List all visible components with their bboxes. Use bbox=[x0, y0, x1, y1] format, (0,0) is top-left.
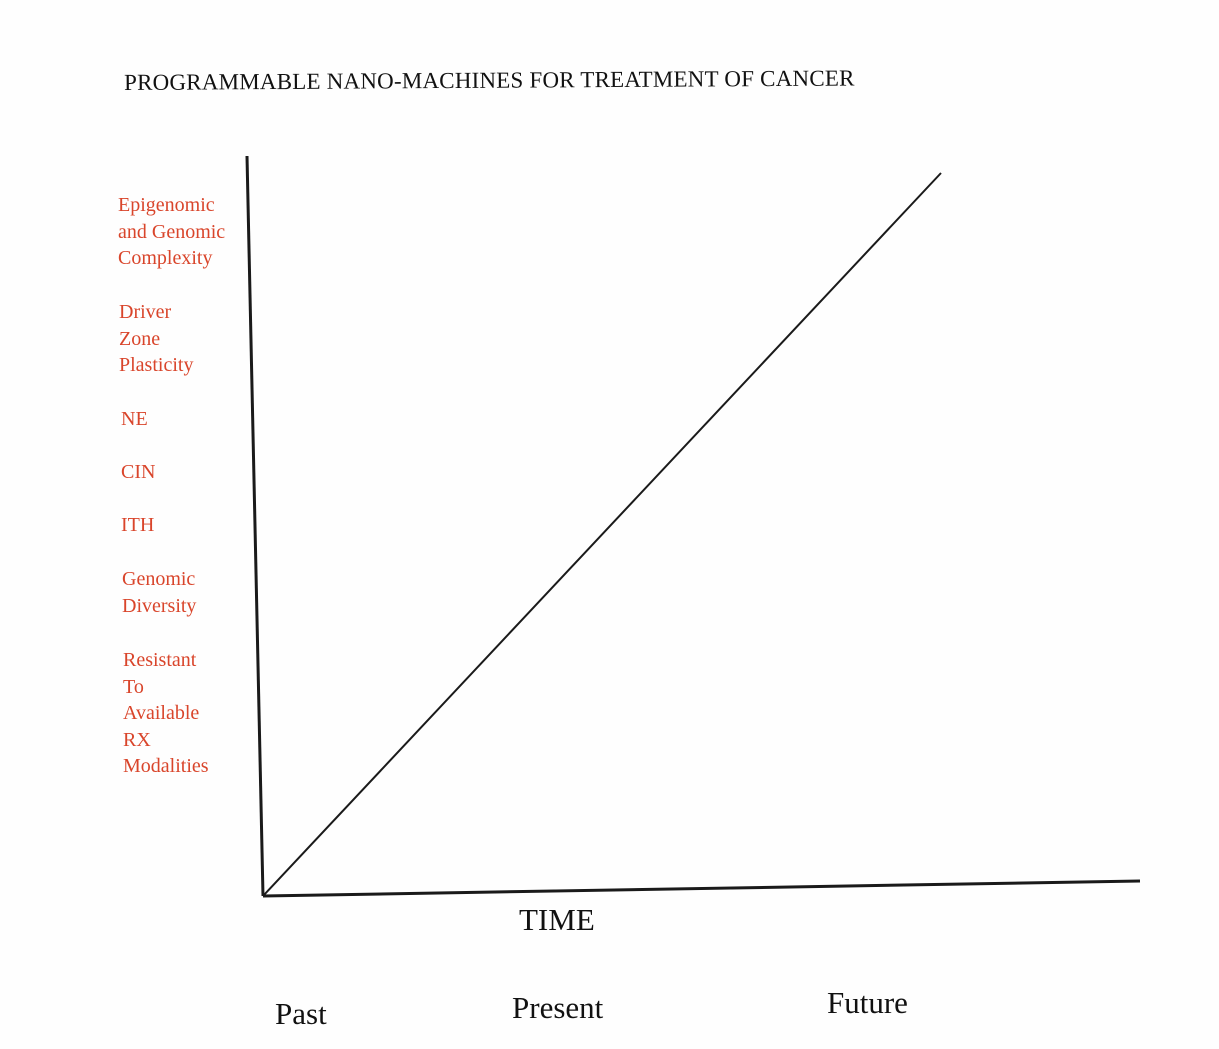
y-label-line: Complexity bbox=[118, 247, 213, 269]
trend-line bbox=[262, 172, 942, 897]
y-label-line: Resistant bbox=[123, 649, 197, 671]
x-tick-label-present: Present bbox=[512, 990, 604, 1025]
y-label-resistant: Resistant To Available RX Modalities bbox=[123, 647, 209, 780]
y-label-line: Available bbox=[123, 702, 200, 724]
y-label-genomic-diversity: Genomic Diversity bbox=[122, 566, 196, 619]
y-label-line: To bbox=[123, 675, 144, 698]
y-label-line: ITH bbox=[121, 514, 155, 536]
y-label-line: CIN bbox=[121, 461, 156, 483]
y-label-driver-zone: Driver Zone Plasticity bbox=[119, 299, 193, 379]
y-label-line: RX bbox=[123, 728, 151, 751]
y-label-line: Plasticity bbox=[119, 354, 194, 376]
y-label-cin: CIN bbox=[121, 459, 155, 486]
x-axis bbox=[262, 879, 1141, 898]
y-axis bbox=[245, 155, 265, 897]
y-label-ne: NE bbox=[121, 406, 148, 433]
y-label-epigenomic: Epigenomic and Genomic Complexity bbox=[118, 192, 225, 272]
y-label-ith: ITH bbox=[121, 512, 154, 539]
x-axis-label: TIME bbox=[519, 902, 595, 937]
y-label-line: Genomic bbox=[122, 568, 196, 590]
y-label-line: Modalities bbox=[123, 755, 209, 777]
y-label-line: NE bbox=[121, 408, 148, 430]
y-label-line: Zone bbox=[119, 327, 161, 350]
x-tick-label-past: Past bbox=[275, 996, 327, 1031]
y-label-line: Diversity bbox=[122, 594, 197, 617]
y-label-line: Driver bbox=[119, 301, 172, 323]
y-label-line: Epigenomic bbox=[118, 194, 215, 216]
x-tick-label-future: Future bbox=[827, 985, 908, 1020]
y-label-line: and Genomic bbox=[118, 220, 226, 243]
